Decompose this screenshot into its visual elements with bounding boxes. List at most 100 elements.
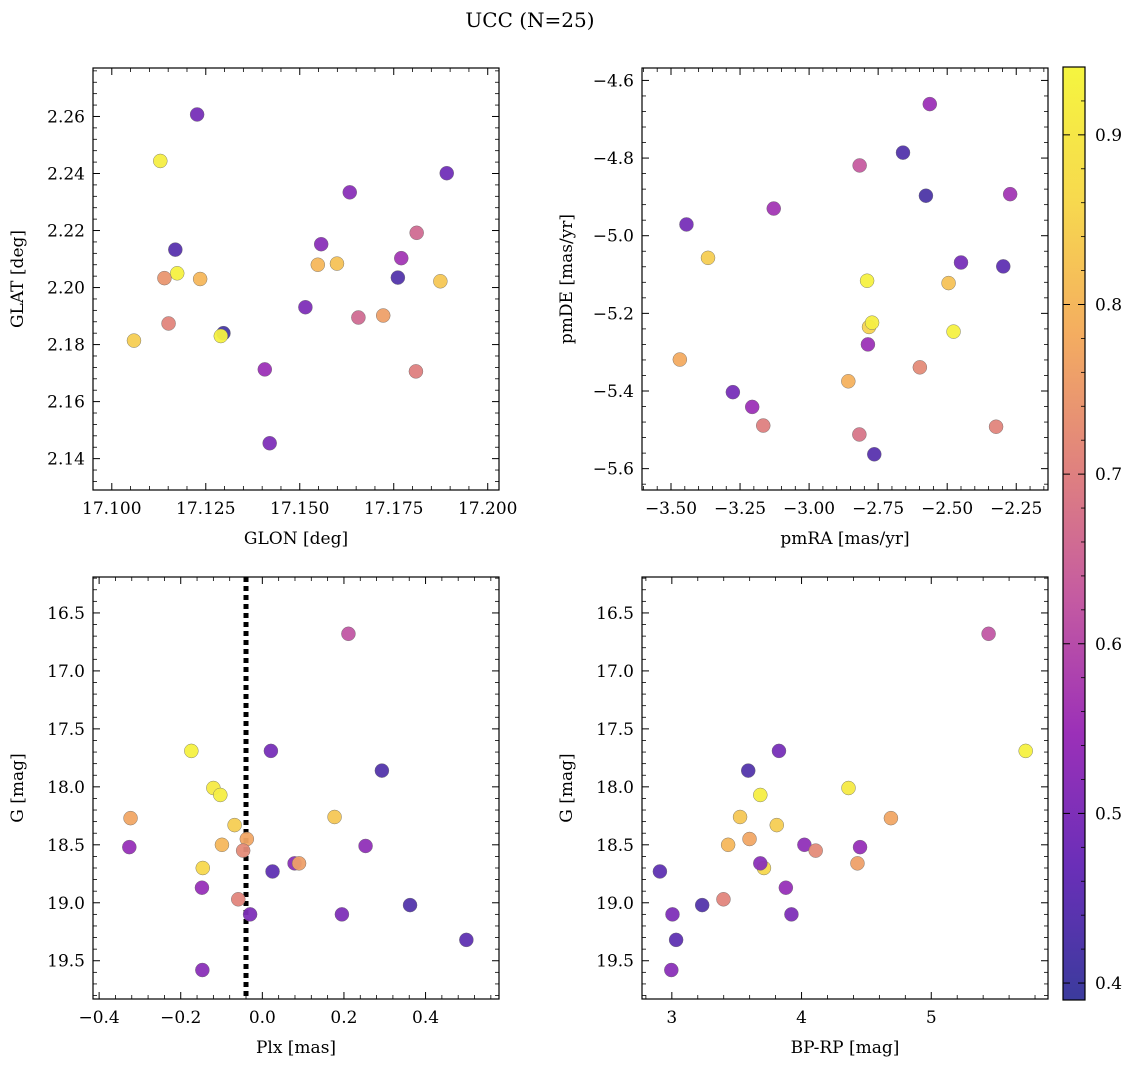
data-point <box>195 860 210 876</box>
y-tick-label: −5.2 <box>593 304 634 324</box>
data-point <box>263 743 279 759</box>
data-point <box>358 838 373 854</box>
y-axis-label: G [mag] <box>557 753 577 822</box>
colorbar-tick-label: 0.5 <box>1095 804 1122 824</box>
x-tick-label: 5 <box>926 1008 937 1028</box>
y-tick-label: −5.6 <box>593 460 634 480</box>
y-tick-label: 2.22 <box>47 222 85 242</box>
data-point <box>402 897 418 913</box>
data-point <box>408 364 424 379</box>
data-point <box>126 333 142 348</box>
data-point <box>745 399 760 415</box>
data-point <box>918 188 934 203</box>
data-point <box>313 237 329 252</box>
data-point <box>334 907 350 922</box>
data-point <box>1018 743 1033 759</box>
data-point <box>242 907 258 922</box>
data-point <box>235 843 251 858</box>
y-tick-label: 18.0 <box>47 778 85 798</box>
data-point <box>213 787 228 803</box>
data-point <box>351 310 366 325</box>
x-axis-label: Plx [mas] <box>256 1038 336 1058</box>
data-point <box>184 743 199 759</box>
data-point <box>1002 186 1018 202</box>
data-point <box>981 626 996 642</box>
y-tick-label: 2.18 <box>47 336 85 356</box>
data-point <box>883 810 899 826</box>
data-point <box>864 315 880 330</box>
data-point <box>741 763 756 778</box>
colorbar-tick-label: 0.6 <box>1095 635 1122 655</box>
data-point <box>742 831 757 847</box>
data-point <box>694 897 710 913</box>
data-point <box>797 837 812 853</box>
data-point <box>161 316 176 331</box>
data-point <box>327 809 342 825</box>
data-point <box>912 360 928 375</box>
axes-frame <box>92 576 500 1000</box>
data-point <box>262 436 277 451</box>
y-tick-label: 16.5 <box>596 604 634 624</box>
data-point <box>170 266 185 281</box>
y-tick-label: 2.20 <box>47 279 85 299</box>
x-tick-label: 4 <box>796 1008 807 1028</box>
data-point <box>946 324 961 339</box>
data-point <box>439 166 454 181</box>
data-point <box>409 225 424 241</box>
x-tick-label: −3.25 <box>714 499 766 519</box>
data-point <box>664 962 679 978</box>
data-point <box>753 787 768 803</box>
data-point <box>771 743 787 759</box>
data-point <box>716 892 731 907</box>
y-tick-label: 2.26 <box>47 107 85 127</box>
data-point <box>123 810 138 826</box>
data-point <box>725 384 741 400</box>
data-point <box>265 864 280 879</box>
data-point <box>329 256 345 271</box>
data-point <box>341 626 356 642</box>
y-tick-label: 17.0 <box>47 662 85 682</box>
data-point <box>895 145 911 160</box>
x-tick-label: 0.4 <box>412 1008 439 1028</box>
y-tick-label: 17.5 <box>596 720 634 740</box>
data-point <box>394 250 409 266</box>
data-point <box>298 300 313 315</box>
x-tick-label: 3 <box>666 1008 677 1028</box>
x-tick-label: 17.125 <box>176 499 235 519</box>
data-point <box>841 374 856 389</box>
y-tick-label: 16.5 <box>47 604 85 624</box>
y-tick-label: −4.6 <box>593 71 634 91</box>
data-point <box>192 271 208 287</box>
data-point <box>189 107 205 122</box>
colorbar-tick-label: 0.9 <box>1095 126 1122 146</box>
data-point <box>852 158 867 173</box>
colorbar-tick-label: 0.8 <box>1095 295 1122 315</box>
data-point <box>808 843 823 858</box>
data-point <box>214 837 230 853</box>
data-point <box>859 273 875 288</box>
y-axis-label: pmDE [mas/yr] <box>557 214 577 344</box>
x-tick-label: −2.50 <box>921 499 973 519</box>
data-point <box>310 257 326 272</box>
data-point <box>168 242 183 257</box>
data-point <box>291 856 307 871</box>
x-axis-label: pmRA [mas/yr] <box>780 529 909 549</box>
data-point <box>852 427 867 442</box>
data-point <box>953 255 969 270</box>
y-tick-label: 17.0 <box>596 662 634 682</box>
y-tick-label: 2.14 <box>47 450 85 470</box>
data-point <box>766 201 781 216</box>
y-tick-label: 18.5 <box>596 836 634 856</box>
y-tick-label: −4.8 <box>593 149 634 169</box>
x-axis-label: BP-RP [mag] <box>791 1038 900 1058</box>
x-tick-label: −0.2 <box>160 1008 201 1028</box>
colorbar-tick-label: 0.4 <box>1095 974 1122 994</box>
data-point <box>157 270 172 286</box>
data-point <box>257 362 272 377</box>
colorbar-gradient <box>1062 66 1086 1001</box>
figure-title: UCC (N=25) <box>465 8 594 32</box>
axes-frame <box>641 67 1049 491</box>
x-tick-label: 17.100 <box>82 499 141 519</box>
y-tick-label: 19.5 <box>47 952 85 972</box>
y-tick-label: −5.4 <box>593 382 634 402</box>
